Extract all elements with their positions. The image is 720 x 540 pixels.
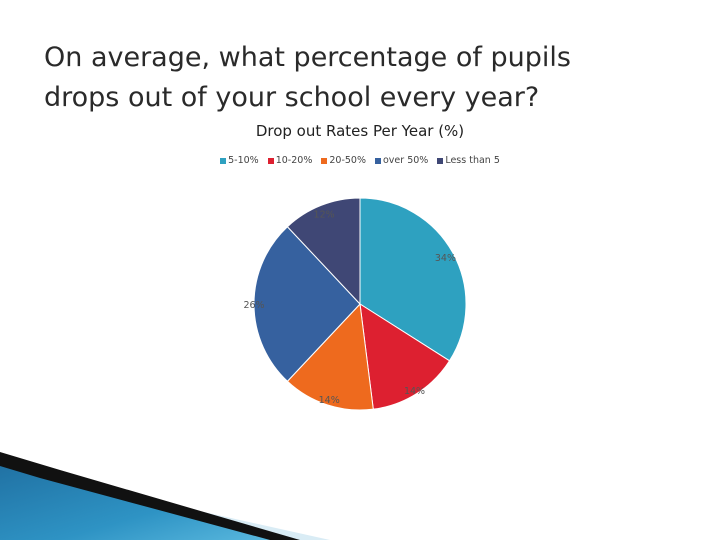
- legend-swatch: [267, 157, 274, 164]
- pie-slice: [286, 197, 361, 306]
- pie-data-label: 26%: [243, 300, 264, 311]
- chart-title: Drop out Rates Per Year (%): [255, 122, 465, 140]
- legend-item: over 50%: [375, 155, 428, 166]
- legend-item: 10-20%: [267, 155, 313, 166]
- legend-item: 5-10%: [220, 155, 259, 166]
- slide-title: On average, what percentage of pupils dr…: [44, 38, 684, 118]
- pie-data-label: 34%: [435, 253, 456, 264]
- pie-slice: [359, 303, 451, 410]
- slide-title-line-2: drops out of your school every year?: [44, 82, 540, 113]
- pie-slice: [253, 226, 361, 382]
- legend-label: Less than 5: [445, 155, 500, 166]
- slide-title-line-1: On average, what percentage of pupils: [44, 42, 571, 73]
- pie-data-label: 14%: [319, 395, 340, 406]
- legend-swatch: [220, 157, 227, 164]
- legend-label: 5-10%: [228, 155, 259, 166]
- pie-data-label: 12%: [314, 209, 335, 220]
- pie-slice: [286, 302, 374, 411]
- legend-swatch: [437, 157, 444, 164]
- pie-data-label: 14%: [404, 386, 425, 397]
- legend-item: Less than 5: [437, 155, 500, 166]
- legend-label: 10-20%: [275, 155, 313, 166]
- legend-swatch: [321, 157, 328, 164]
- legend-label: over 50%: [383, 155, 429, 166]
- legend-swatch: [375, 157, 381, 164]
- pie-slice: [359, 197, 467, 362]
- chart-legend: 5-10% 10-20% 20-50% over 50% Less than 5: [0, 155, 720, 166]
- legend-label: 20-50%: [329, 155, 366, 166]
- legend-item: 20-50%: [321, 155, 366, 166]
- corner-blue-shape: [0, 455, 290, 540]
